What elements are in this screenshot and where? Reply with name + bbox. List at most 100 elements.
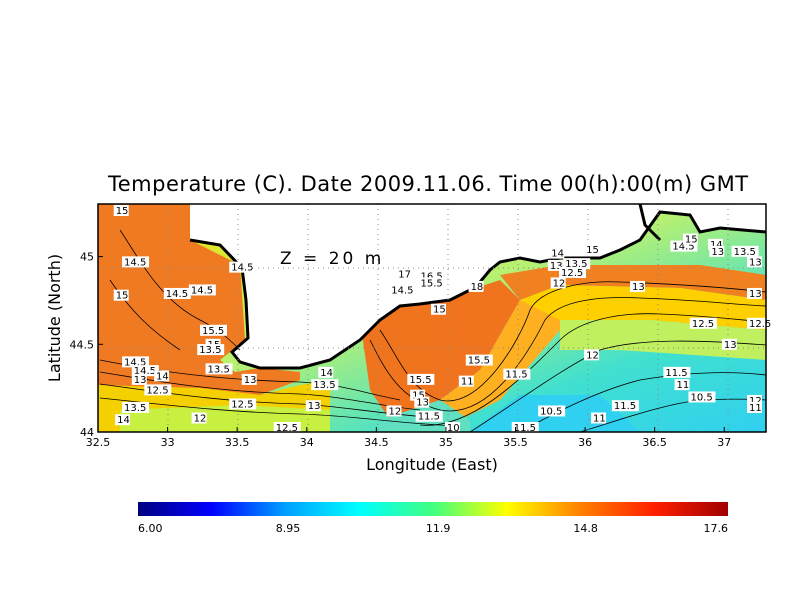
contour-label-text: 12: [553, 278, 566, 289]
contour-label-text: 13: [416, 398, 429, 409]
contour-label-text: 14.5: [166, 289, 188, 300]
contour-label: 12: [550, 277, 566, 289]
contour-label-bg: [747, 317, 774, 329]
contour-label: 15: [113, 289, 129, 302]
contour-label-text: 13: [711, 247, 724, 258]
contour-label: 13: [747, 256, 762, 268]
contour-label: 18: [468, 280, 484, 293]
contour-label: 12.5: [747, 317, 774, 330]
contour-label-text: 14: [156, 371, 169, 382]
contour-label-bg: [229, 398, 257, 410]
y-axis-label: Latitude (North): [45, 254, 64, 382]
contour-label-text: 15: [116, 291, 129, 302]
contour-label-bg: [241, 373, 257, 385]
contour-label-bg: [191, 412, 207, 424]
contour-label-bg: [113, 289, 129, 301]
contour-label-bg: [318, 366, 334, 378]
contour-label-bg: [550, 277, 566, 289]
contour-label: 12.5: [559, 266, 587, 279]
contour-label: 14.5: [188, 284, 216, 296]
contour-label-text: 13.5: [565, 259, 587, 270]
contour-label: 14.5: [229, 261, 257, 274]
contour-label-text: 13.5: [734, 247, 756, 258]
contour-label: 13: [747, 287, 762, 300]
x-tick-label: 36: [578, 436, 592, 449]
contour-label: 16.5: [418, 270, 446, 282]
contour-label-text: 14: [551, 249, 564, 260]
contour-label-text: 15: [412, 391, 425, 402]
contour-label-bg: [163, 287, 191, 299]
contour-label-bg: [465, 354, 493, 366]
contour-label-bg: [747, 287, 762, 299]
colorbar-tick-label: 14.8: [573, 522, 598, 535]
x-tick-label: 34: [300, 436, 314, 449]
contour-label-bg: [731, 245, 759, 257]
contour-label-bg: [503, 368, 531, 380]
contour-label: 13.5: [122, 401, 150, 414]
contour-label: 15: [431, 303, 446, 316]
contour-label: 12.5: [273, 422, 301, 434]
contour-label: 13: [414, 396, 430, 409]
contour-label-bg: [538, 405, 566, 417]
contour-label: 15: [584, 244, 600, 256]
contour-label-text: 13: [749, 257, 762, 268]
x-tick-label: 35: [439, 436, 453, 449]
contour-label-bg: [273, 422, 301, 433]
contour-label: 14: [549, 247, 565, 260]
contour-label: 12.5: [229, 398, 257, 410]
contour-label-text: 10.5: [540, 406, 562, 417]
contour-label: 13: [131, 373, 147, 386]
contour-label: 13: [721, 338, 737, 351]
contour-label: 14.5: [670, 240, 698, 253]
contour-label-text: 15.5: [420, 278, 442, 289]
contour-label-bg: [131, 365, 159, 377]
contour-label-bg: [559, 266, 587, 278]
contour-label-bg: [144, 384, 172, 396]
contour-label: 15.5: [407, 373, 435, 386]
contour-label: 13.5: [311, 379, 339, 391]
contour-label-text: 13.5: [199, 345, 221, 356]
contour-label-text: 13: [308, 401, 321, 412]
contour-label-text: 12.5: [276, 423, 298, 434]
coastline-azov: [638, 203, 662, 242]
contour-label-bg: [630, 280, 646, 292]
contour-label: 15: [682, 233, 698, 246]
contour-label-text: 14.5: [231, 263, 253, 274]
x-axis-label: Longitude (East): [366, 455, 498, 474]
contour-label-text: 13: [244, 375, 257, 386]
contour-label-bg: [444, 422, 460, 433]
contour-label-text: 13.5: [313, 380, 335, 391]
contour-label-bg: [709, 245, 725, 257]
contour-label: 14.5: [131, 365, 159, 377]
x-tick-label: 36.5: [642, 436, 667, 449]
contour-label: 11.5: [663, 366, 691, 379]
contour-label-text: 13: [632, 282, 645, 293]
contour-label-text: 16.5: [420, 271, 442, 282]
contour-label: 11.5: [511, 422, 539, 434]
contour-label-text: 10.5: [690, 392, 712, 403]
x-tick-label: 32.5: [86, 436, 111, 449]
axis-ticks: 32.5 33 33.5 34 34.5 35 35.5 36 36.5 37 44 44.5 45: [70, 251, 732, 449]
contour-label-bg: [468, 280, 484, 292]
plot-frame: [97, 203, 767, 433]
contour-label-bg: [389, 284, 417, 296]
contour-label-bg: [205, 363, 233, 375]
contour-label: 10.5: [688, 391, 716, 403]
contour-label-text: 13: [724, 340, 737, 351]
contour-label-bg: [199, 324, 227, 336]
contour-label-text: 15.5: [468, 356, 490, 367]
contour-label-bg: [688, 391, 716, 403]
land-mask: [190, 204, 766, 368]
x-tick-label: 33.5: [225, 436, 250, 449]
colorbar-tick-label: 6.00: [138, 522, 163, 535]
contour-label-text: 12: [388, 406, 401, 417]
contour-label-text: 13: [550, 261, 563, 272]
contour-label-text: 15.5: [409, 375, 431, 386]
contour-label-text: 11.5: [418, 412, 440, 423]
contour-label-bg: [689, 317, 717, 329]
contour-label-text: 14: [320, 368, 333, 379]
contour-label-text: 13: [134, 375, 147, 386]
contour-label-bg: [747, 394, 762, 406]
contour-label-bg: [511, 422, 539, 433]
colorbar-tick-label: 11.9: [426, 522, 451, 535]
